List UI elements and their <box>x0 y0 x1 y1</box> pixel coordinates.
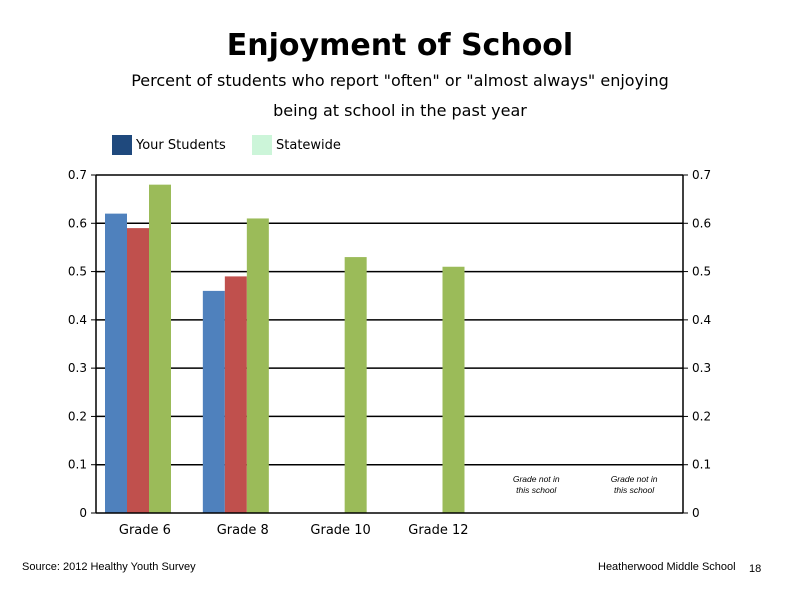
bar <box>149 184 171 513</box>
bar <box>246 218 269 513</box>
x-tick-label: Grade 12 <box>408 523 468 538</box>
y-tick-label-right: 0.5 <box>692 265 711 279</box>
category-note: this school <box>516 485 557 495</box>
legend-swatch-your-students <box>112 135 132 155</box>
bar <box>442 266 465 513</box>
legend-swatch-statewide <box>252 135 272 155</box>
bar <box>224 276 247 513</box>
legend-label-your-students: Your Students <box>136 137 226 153</box>
source-note: Source: 2012 Healthy Youth Survey <box>22 561 196 573</box>
y-tick-label-right: 0.2 <box>692 409 711 423</box>
y-tick-label-left: 0.3 <box>68 361 87 375</box>
subtitle-line-1: Percent of students who report "often" o… <box>131 71 669 90</box>
y-tick-label-left: 0.2 <box>68 409 87 423</box>
y-tick-label-right: 0.1 <box>692 458 711 472</box>
chart-subtitle: Percent of students who report "often" o… <box>100 66 700 126</box>
y-tick-label-left: 0 <box>79 506 87 520</box>
bar <box>202 290 225 513</box>
x-tick-label: Grade 10 <box>310 523 370 538</box>
school-name: Heatherwood Middle School <box>598 561 736 573</box>
category-note: Grade not in <box>611 474 658 484</box>
y-tick-label-left: 0.1 <box>68 458 87 472</box>
y-tick-label-left: 0.4 <box>68 313 87 327</box>
y-tick-label-right: 0 <box>692 506 700 520</box>
legend-item-statewide: Statewide <box>252 135 341 155</box>
chart-title: Enjoyment of School <box>226 28 574 63</box>
y-tick-label-right: 0.6 <box>692 216 711 230</box>
x-tick-label: Grade 6 <box>119 523 171 538</box>
y-tick-label-left: 0.6 <box>68 216 87 230</box>
subtitle-line-2: being at school in the past year <box>273 101 527 120</box>
bar <box>344 257 367 513</box>
x-tick-label: Grade 8 <box>217 523 269 538</box>
legend-item-your-students: Your Students <box>112 135 226 155</box>
y-tick-label-right: 0.3 <box>692 361 711 375</box>
y-tick-label-left: 0.5 <box>68 265 87 279</box>
page-number: 18 <box>749 563 762 575</box>
y-tick-label-right: 0.4 <box>692 313 711 327</box>
y-tick-label-right: 0.7 <box>692 168 711 182</box>
bar <box>105 213 127 513</box>
category-note: Grade not in <box>513 474 560 484</box>
y-tick-label-left: 0.7 <box>68 168 87 182</box>
bar <box>127 228 149 513</box>
legend-label-statewide: Statewide <box>276 137 341 153</box>
category-note: this school <box>614 485 655 495</box>
